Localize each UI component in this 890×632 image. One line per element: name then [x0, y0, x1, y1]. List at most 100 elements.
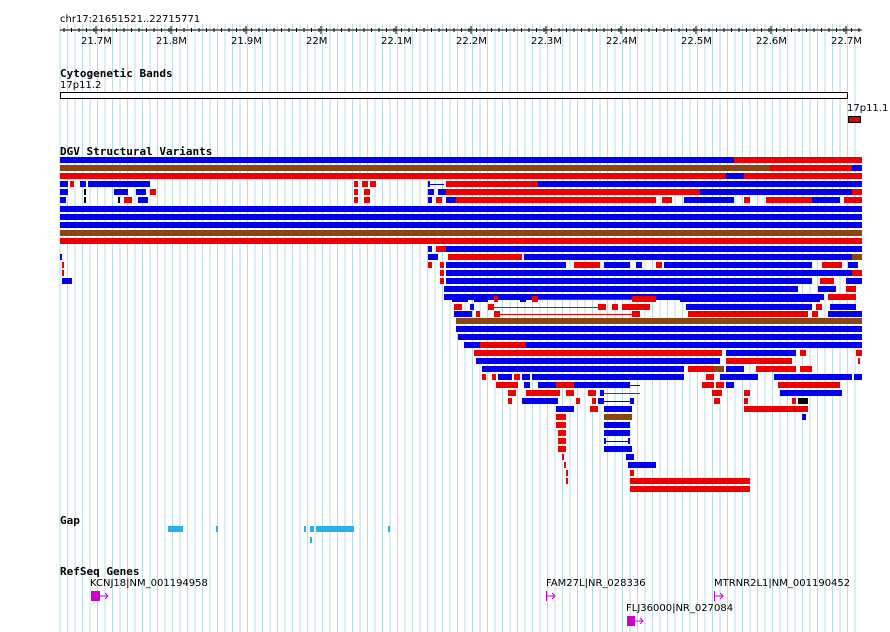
gene-fam27l-feature[interactable] [546, 591, 559, 603]
dgv-variant[interactable] [488, 304, 494, 310]
dgv-variant[interactable] [474, 350, 722, 356]
dgv-variant[interactable] [454, 311, 472, 317]
dgv-variant[interactable] [820, 278, 834, 284]
dgv-variant[interactable] [800, 350, 806, 356]
gap-segment[interactable] [304, 526, 306, 532]
gap-segment[interactable] [388, 526, 390, 532]
dgv-variant[interactable] [428, 262, 432, 268]
dgv-variant[interactable] [600, 390, 604, 396]
dgv-variant[interactable] [830, 304, 856, 310]
dgv-variant[interactable] [592, 398, 596, 404]
dgv-variant[interactable] [476, 311, 480, 317]
dgv-variant[interactable] [622, 304, 650, 310]
dgv-variant[interactable] [726, 358, 792, 364]
dgv-variant[interactable] [812, 197, 840, 203]
dgv-variant[interactable] [628, 462, 656, 468]
dgv-variant[interactable] [492, 374, 496, 380]
dgv-variant[interactable] [858, 358, 860, 364]
dgv-variant[interactable] [454, 304, 462, 310]
dgv-variant[interactable] [856, 254, 862, 260]
dgv-variant[interactable] [630, 486, 750, 492]
dgv-variant[interactable] [354, 197, 358, 203]
dgv-variant[interactable] [630, 197, 656, 203]
dgv-variant[interactable] [364, 197, 370, 203]
dgv-variant[interactable] [524, 254, 852, 260]
dgv-variant[interactable] [818, 286, 836, 292]
dgv-variant[interactable] [664, 262, 812, 268]
dgv-variant[interactable] [150, 189, 156, 195]
dgv-variant[interactable] [632, 296, 656, 302]
dgv-variant[interactable] [538, 181, 862, 187]
dgv-variant[interactable] [62, 270, 64, 276]
dgv-variant[interactable] [524, 382, 530, 388]
dgv-variant[interactable] [604, 430, 630, 436]
dgv-variant[interactable] [500, 382, 518, 388]
dgv-variant[interactable] [440, 270, 444, 276]
dgv-variant[interactable] [766, 197, 812, 203]
dgv-variant[interactable] [62, 278, 72, 284]
dgv-variant[interactable] [88, 181, 150, 187]
dgv-variant[interactable] [464, 342, 862, 348]
dgv-variant[interactable] [428, 254, 438, 260]
dgv-variant[interactable] [590, 406, 598, 412]
dgv-variant[interactable] [770, 165, 812, 171]
dgv-variant[interactable] [458, 246, 862, 252]
dgv-variant[interactable] [604, 422, 630, 428]
dgv-variant[interactable] [604, 406, 632, 412]
dgv-variant[interactable] [828, 311, 862, 317]
cytoband-track-title[interactable]: Cytogenetic Bands [60, 67, 173, 80]
dgv-variant[interactable] [138, 197, 148, 203]
dgv-variant[interactable] [702, 382, 714, 388]
dgv-variant[interactable] [494, 296, 498, 302]
dgv-variant[interactable] [720, 374, 758, 380]
dgv-variant[interactable] [456, 326, 862, 332]
dgv-variant[interactable] [578, 382, 600, 388]
dgv-variant[interactable] [456, 318, 862, 324]
dgv-variant[interactable] [514, 374, 520, 380]
dgv-variant[interactable] [726, 382, 734, 388]
dgv-variant[interactable] [498, 374, 512, 380]
dgv-variant[interactable] [446, 197, 456, 203]
dgv-variant[interactable] [558, 438, 566, 444]
dgv-variant[interactable] [632, 311, 640, 317]
dgv-variant[interactable] [446, 278, 812, 284]
dgv-variant[interactable] [440, 262, 444, 268]
dgv-variant[interactable] [60, 173, 726, 179]
gene-label-kcnj18[interactable]: KCNJ18|NM_001194958 [90, 578, 208, 589]
dgv-variant[interactable] [846, 278, 862, 284]
dgv-variant[interactable] [726, 350, 796, 356]
gene-mtrnr2l1-feature[interactable] [714, 591, 727, 603]
dgv-variant[interactable] [526, 390, 560, 396]
dgv-variant[interactable] [774, 374, 852, 380]
dgv-variant[interactable] [480, 342, 526, 348]
dgv-variant[interactable] [70, 181, 74, 187]
dgv-variant[interactable] [436, 197, 442, 203]
ruler[interactable]: 21.7M 21.8M 21.9M 22M 22.1M 22.2M 22.3M 22.4M 22… [0, 0, 890, 50]
dgv-variant[interactable] [474, 296, 488, 302]
dgv-variant[interactable] [60, 222, 862, 228]
dgv-variant[interactable] [362, 181, 368, 187]
dgv-variant[interactable] [636, 262, 642, 268]
dgv-variant[interactable] [446, 262, 566, 268]
dgv-variant[interactable] [84, 189, 86, 195]
refseq-track-title[interactable]: RefSeq Genes [60, 565, 140, 578]
dgv-variant[interactable] [494, 311, 500, 317]
dgv-variant[interactable] [828, 294, 856, 300]
dgv-variant[interactable] [60, 181, 68, 187]
gap-segment[interactable] [310, 526, 314, 532]
dgv-track-title[interactable]: DGV Structural Variants [60, 145, 213, 158]
dgv-variant[interactable] [60, 206, 862, 212]
dgv-variant[interactable] [354, 181, 358, 187]
dgv-variant[interactable] [744, 406, 808, 412]
dgv-variant[interactable] [124, 197, 132, 203]
dgv-variant[interactable] [726, 173, 744, 179]
dgv-variant[interactable] [80, 181, 86, 187]
dgv-variant[interactable] [60, 214, 862, 220]
dgv-variant[interactable] [452, 296, 468, 302]
dgv-variant[interactable] [656, 262, 662, 268]
dgv-variant[interactable] [60, 165, 770, 171]
dgv-variant[interactable] [496, 382, 500, 388]
dgv-variant[interactable] [566, 478, 568, 484]
cytoband-17p11-1[interactable] [848, 116, 861, 123]
dgv-variant[interactable] [428, 246, 432, 252]
